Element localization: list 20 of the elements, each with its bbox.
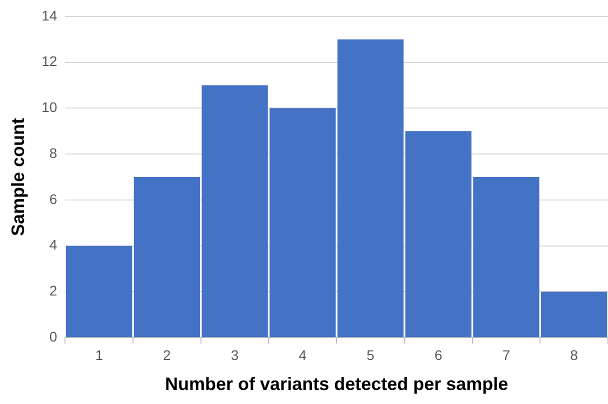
x-tick-label: 6: [434, 346, 442, 363]
x-axis-title: Number of variants detected per sample: [165, 374, 508, 394]
y-tick-label: 6: [49, 190, 58, 207]
y-tick-label: 12: [42, 53, 58, 70]
x-tick-label: 1: [95, 346, 104, 363]
y-tick-label: 8: [49, 144, 58, 161]
x-tick-label: 4: [298, 346, 307, 363]
y-axis-title: Sample count: [8, 118, 28, 236]
x-tick-label: 7: [502, 346, 510, 363]
x-tick-label: 2: [163, 346, 172, 363]
y-tick-label: 0: [49, 328, 58, 344]
bar: [66, 246, 132, 338]
x-tick-label: 8: [570, 346, 578, 363]
y-tick-label: 14: [42, 7, 58, 24]
x-tick-label: 3: [230, 346, 239, 363]
bar: [337, 39, 404, 338]
x-tick-label: 5: [366, 346, 375, 363]
y-tick-label: 4: [49, 236, 58, 253]
y-tick-label: 10: [42, 99, 58, 116]
y-tick-label: 2: [49, 282, 58, 299]
